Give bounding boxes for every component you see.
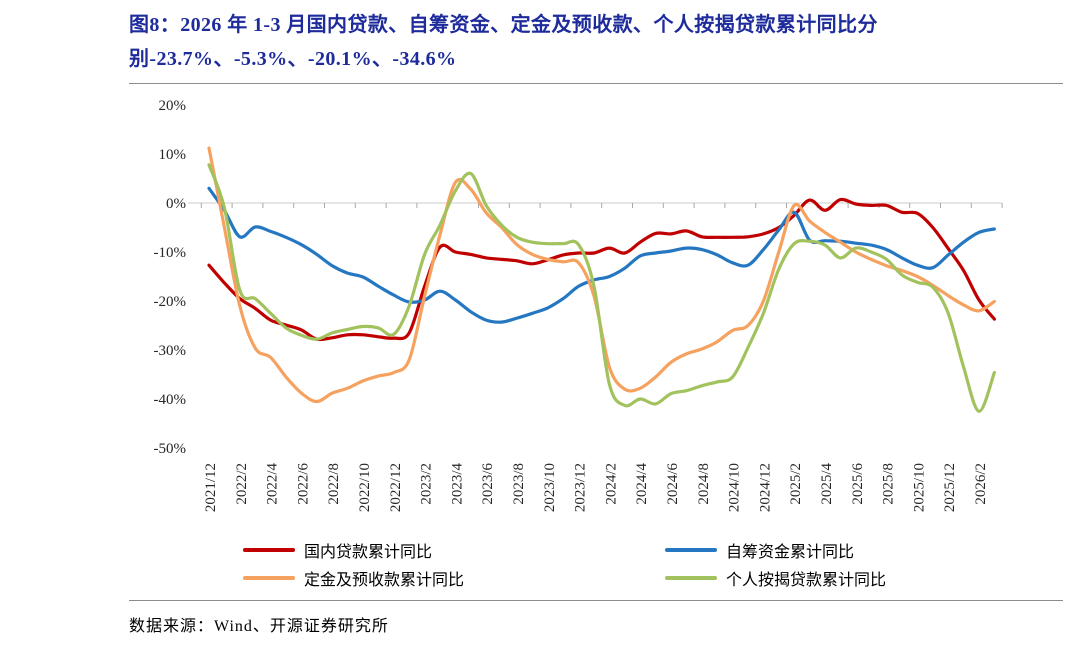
x-axis-label: 2025/2	[788, 463, 804, 505]
figure-title-line2: 别-23.7%、-5.3%、-20.1%、-34.6%	[129, 48, 457, 70]
y-axis-label: -40%	[154, 392, 187, 408]
x-axis-label: 2024/2	[603, 463, 619, 505]
y-axis-label: 0%	[166, 196, 186, 212]
x-axis-label: 2023/10	[542, 463, 558, 512]
line-chart: 20% 10% 0% -10% -20% -30% -40% -50% 2021/12 2022/…	[154, 98, 1003, 512]
legend-label: 定金及预收款累计同比	[304, 572, 465, 589]
x-axis-label: 2025/12	[942, 463, 958, 512]
y-axis-label: -30%	[154, 343, 187, 359]
legend-item-self-raised-funds: 自筹资金累计同比	[665, 536, 943, 564]
data-source-note: 数据来源：Wind、开源证券研究所	[129, 618, 389, 635]
x-axis-label: 2022/4	[265, 463, 281, 505]
x-axis-label: 2025/8	[881, 463, 897, 505]
legend-item-deposits-advance-payments: 定金及预收款累计同比	[243, 564, 665, 592]
title-divider	[129, 83, 1063, 84]
legend-item-personal-mortgage-loans: 个人按揭贷款累计同比	[665, 564, 943, 592]
x-axis-label: 2022/10	[357, 463, 373, 512]
x-axis-label: 2022/2	[234, 463, 250, 505]
legend-label: 国内贷款累计同比	[304, 544, 433, 561]
figure-title-line1: 图8：2026 年 1-3 月国内贷款、自筹资金、定金及预收款、个人按揭贷款累计…	[129, 14, 878, 36]
figure-title: 图8：2026 年 1-3 月国内贷款、自筹资金、定金及预收款、个人按揭贷款累计…	[129, 8, 1064, 76]
green-line-swatch	[665, 576, 717, 580]
x-axis-label: 2021/12	[203, 463, 219, 512]
y-axis-label: -20%	[154, 294, 187, 310]
x-axis-label: 2025/10	[911, 463, 927, 512]
y-axis-label: -50%	[154, 441, 187, 457]
orange-line-swatch	[243, 576, 295, 580]
y-axis-label: -10%	[154, 245, 187, 261]
y-axis-label: 20%	[159, 98, 187, 114]
chart-legend: 国内贷款累计同比 自筹资金累计同比 定金及预收款累计同比 个人按揭贷款累计同比	[243, 536, 943, 592]
x-axis-label: 2025/4	[819, 463, 835, 505]
x-axis-label: 2023/8	[511, 463, 527, 505]
x-axis-label: 2023/12	[573, 463, 589, 512]
x-axis-label: 2023/4	[449, 463, 465, 505]
footer-divider	[129, 600, 1063, 601]
x-axis-label: 2024/4	[634, 463, 650, 505]
x-axis-label: 2022/6	[295, 463, 311, 505]
x-axis-label: 2023/2	[419, 463, 435, 505]
x-axis-label: 2022/12	[388, 463, 404, 512]
series-line-red	[207, 197, 996, 342]
x-axis-label: 2026/2	[973, 463, 989, 505]
series-line-green	[207, 163, 996, 413]
series-line-orange	[207, 146, 996, 404]
legend-label: 自筹资金累计同比	[726, 544, 855, 561]
x-axis-label: 2025/6	[850, 463, 866, 505]
y-axis-label: 10%	[159, 147, 187, 163]
legend-label: 个人按揭贷款累计同比	[726, 572, 887, 589]
x-axis-label: 2023/6	[480, 463, 496, 505]
series-line-blue	[207, 186, 996, 324]
x-axis-label: 2024/8	[696, 463, 712, 505]
x-axis-label: 2024/6	[665, 463, 681, 505]
x-axis-label: 2024/12	[757, 463, 773, 512]
red-line-swatch	[243, 548, 295, 552]
x-axis-label: 2024/10	[727, 463, 743, 512]
blue-line-swatch	[665, 548, 717, 552]
x-axis-label: 2022/8	[326, 463, 342, 505]
legend-item-domestic-loans: 国内贷款累计同比	[243, 536, 665, 564]
